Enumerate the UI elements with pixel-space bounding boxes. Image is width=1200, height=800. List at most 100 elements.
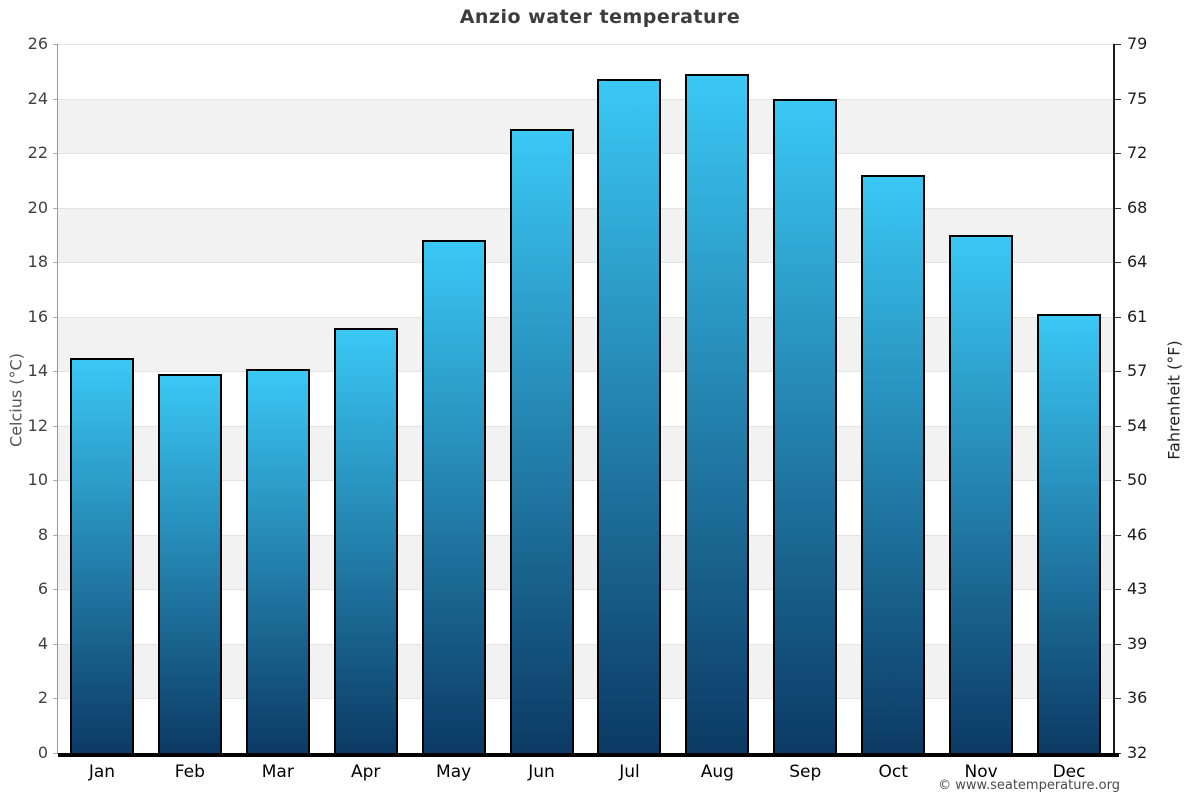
bar-aug	[685, 73, 750, 753]
bar-dec	[1037, 313, 1102, 753]
gridline	[58, 207, 1113, 209]
y-tick-fahrenheit: 46	[1127, 524, 1148, 544]
tick-mark-right	[1115, 643, 1121, 645]
y-tick-fahrenheit: 43	[1127, 579, 1148, 599]
tick-mark-right	[1115, 44, 1121, 45]
x-tick-jul: Jul	[619, 762, 640, 782]
tick-mark-right	[1115, 153, 1121, 155]
bar-jan	[69, 357, 134, 753]
gridline	[58, 534, 1113, 536]
bar-oct	[861, 174, 926, 753]
tick-mark-right	[1115, 262, 1121, 264]
x-tick-sep: Sep	[789, 762, 822, 782]
y-tick-celsius: 16	[27, 306, 48, 326]
x-tick-oct: Oct	[878, 762, 908, 782]
gridline	[58, 698, 1113, 700]
gridline	[58, 371, 1113, 373]
y-axis-line-right	[1113, 44, 1115, 757]
tick-mark-left	[53, 316, 58, 318]
tick-mark-left	[53, 480, 58, 482]
tick-mark-left	[53, 643, 58, 645]
y-tick-fahrenheit: 57	[1127, 361, 1148, 381]
y-tick-celsius: 18	[27, 252, 48, 272]
y-tick-fahrenheit: 72	[1127, 143, 1148, 163]
bar-mar	[245, 368, 310, 753]
bar-feb	[157, 373, 222, 753]
tick-mark-left	[53, 698, 58, 700]
y-axis-line-left	[57, 44, 58, 753]
bar-jun	[509, 128, 574, 753]
y-tick-celsius: 14	[27, 361, 48, 381]
y-tick-celsius: 4	[37, 633, 48, 653]
y-tick-celsius: 2	[37, 688, 48, 708]
copyright-text: © www.seatemperature.org	[938, 778, 1120, 793]
y-tick-celsius: 22	[27, 143, 48, 163]
gridline	[58, 589, 1113, 591]
y-tick-fahrenheit: 36	[1127, 688, 1148, 708]
tick-mark-right	[1115, 534, 1121, 536]
y-tick-fahrenheit: 39	[1127, 633, 1148, 653]
y-tick-fahrenheit: 79	[1127, 34, 1148, 53]
plot-band	[58, 643, 1113, 699]
x-tick-jan: Jan	[88, 762, 116, 782]
gridline	[58, 153, 1113, 155]
x-tick-nov: Nov	[964, 762, 998, 782]
bar-sep	[773, 98, 838, 753]
tick-mark-left	[53, 207, 58, 209]
gridline	[58, 316, 1113, 318]
y-tick-fahrenheit: 61	[1127, 306, 1148, 326]
tick-mark-right	[1115, 589, 1121, 591]
plot-band	[58, 425, 1113, 481]
bar-may	[421, 240, 486, 753]
gridline	[58, 98, 1113, 100]
y-tick-celsius: 26	[27, 34, 48, 53]
tick-mark-left	[53, 98, 58, 100]
plot-band	[58, 371, 1113, 426]
x-tick-apr: Apr	[350, 762, 381, 782]
gridline	[58, 425, 1113, 427]
plot-band	[58, 589, 1113, 644]
y-tick-celsius: 10	[27, 470, 48, 490]
gridline	[58, 480, 1113, 482]
tick-mark-left	[53, 425, 58, 427]
x-tick-mar: Mar	[261, 762, 294, 782]
tick-mark-right	[1115, 207, 1121, 209]
tick-mark-right	[1115, 316, 1121, 318]
tick-mark-left	[53, 753, 58, 754]
tick-mark-right	[1115, 698, 1121, 700]
y-tick-celsius: 12	[27, 415, 48, 435]
tick-mark-right	[1115, 98, 1121, 100]
y-tick-celsius: 0	[37, 743, 48, 762]
gridline	[58, 262, 1113, 264]
tick-mark-left	[53, 534, 58, 536]
y-tick-fahrenheit: 64	[1127, 252, 1148, 272]
plot-band	[58, 534, 1113, 590]
tick-mark-left	[53, 153, 58, 155]
gridline	[58, 44, 1113, 45]
bar-nov	[949, 234, 1014, 753]
tick-mark-left	[53, 262, 58, 264]
x-tick-feb: Feb	[174, 762, 205, 782]
x-tick-may: May	[436, 762, 472, 782]
gridline	[58, 643, 1113, 645]
plot-band	[58, 262, 1113, 317]
chart-title: Anzio water temperature	[459, 6, 741, 28]
y-tick-fahrenheit: 75	[1127, 88, 1148, 108]
tick-mark-right	[1115, 480, 1121, 482]
x-axis-line	[58, 753, 1119, 757]
plot-band	[58, 207, 1113, 263]
x-tick-jun: Jun	[528, 762, 555, 782]
y-tick-celsius: 8	[37, 524, 48, 544]
y-tick-fahrenheit: 32	[1127, 743, 1148, 762]
y-tick-celsius: 6	[37, 579, 48, 599]
y-tick-fahrenheit: 54	[1127, 415, 1148, 435]
tick-mark-left	[53, 371, 58, 373]
bar-apr	[333, 327, 398, 753]
y-tick-fahrenheit: 50	[1127, 470, 1148, 490]
y-tick-celsius: 24	[27, 88, 48, 108]
tick-mark-right	[1115, 371, 1121, 373]
x-tick-aug: Aug	[700, 762, 734, 782]
y-axis-label-fahrenheit: Fahrenheit (°F)	[1164, 340, 1184, 460]
plot-band	[58, 316, 1113, 372]
plot-band	[58, 98, 1113, 154]
